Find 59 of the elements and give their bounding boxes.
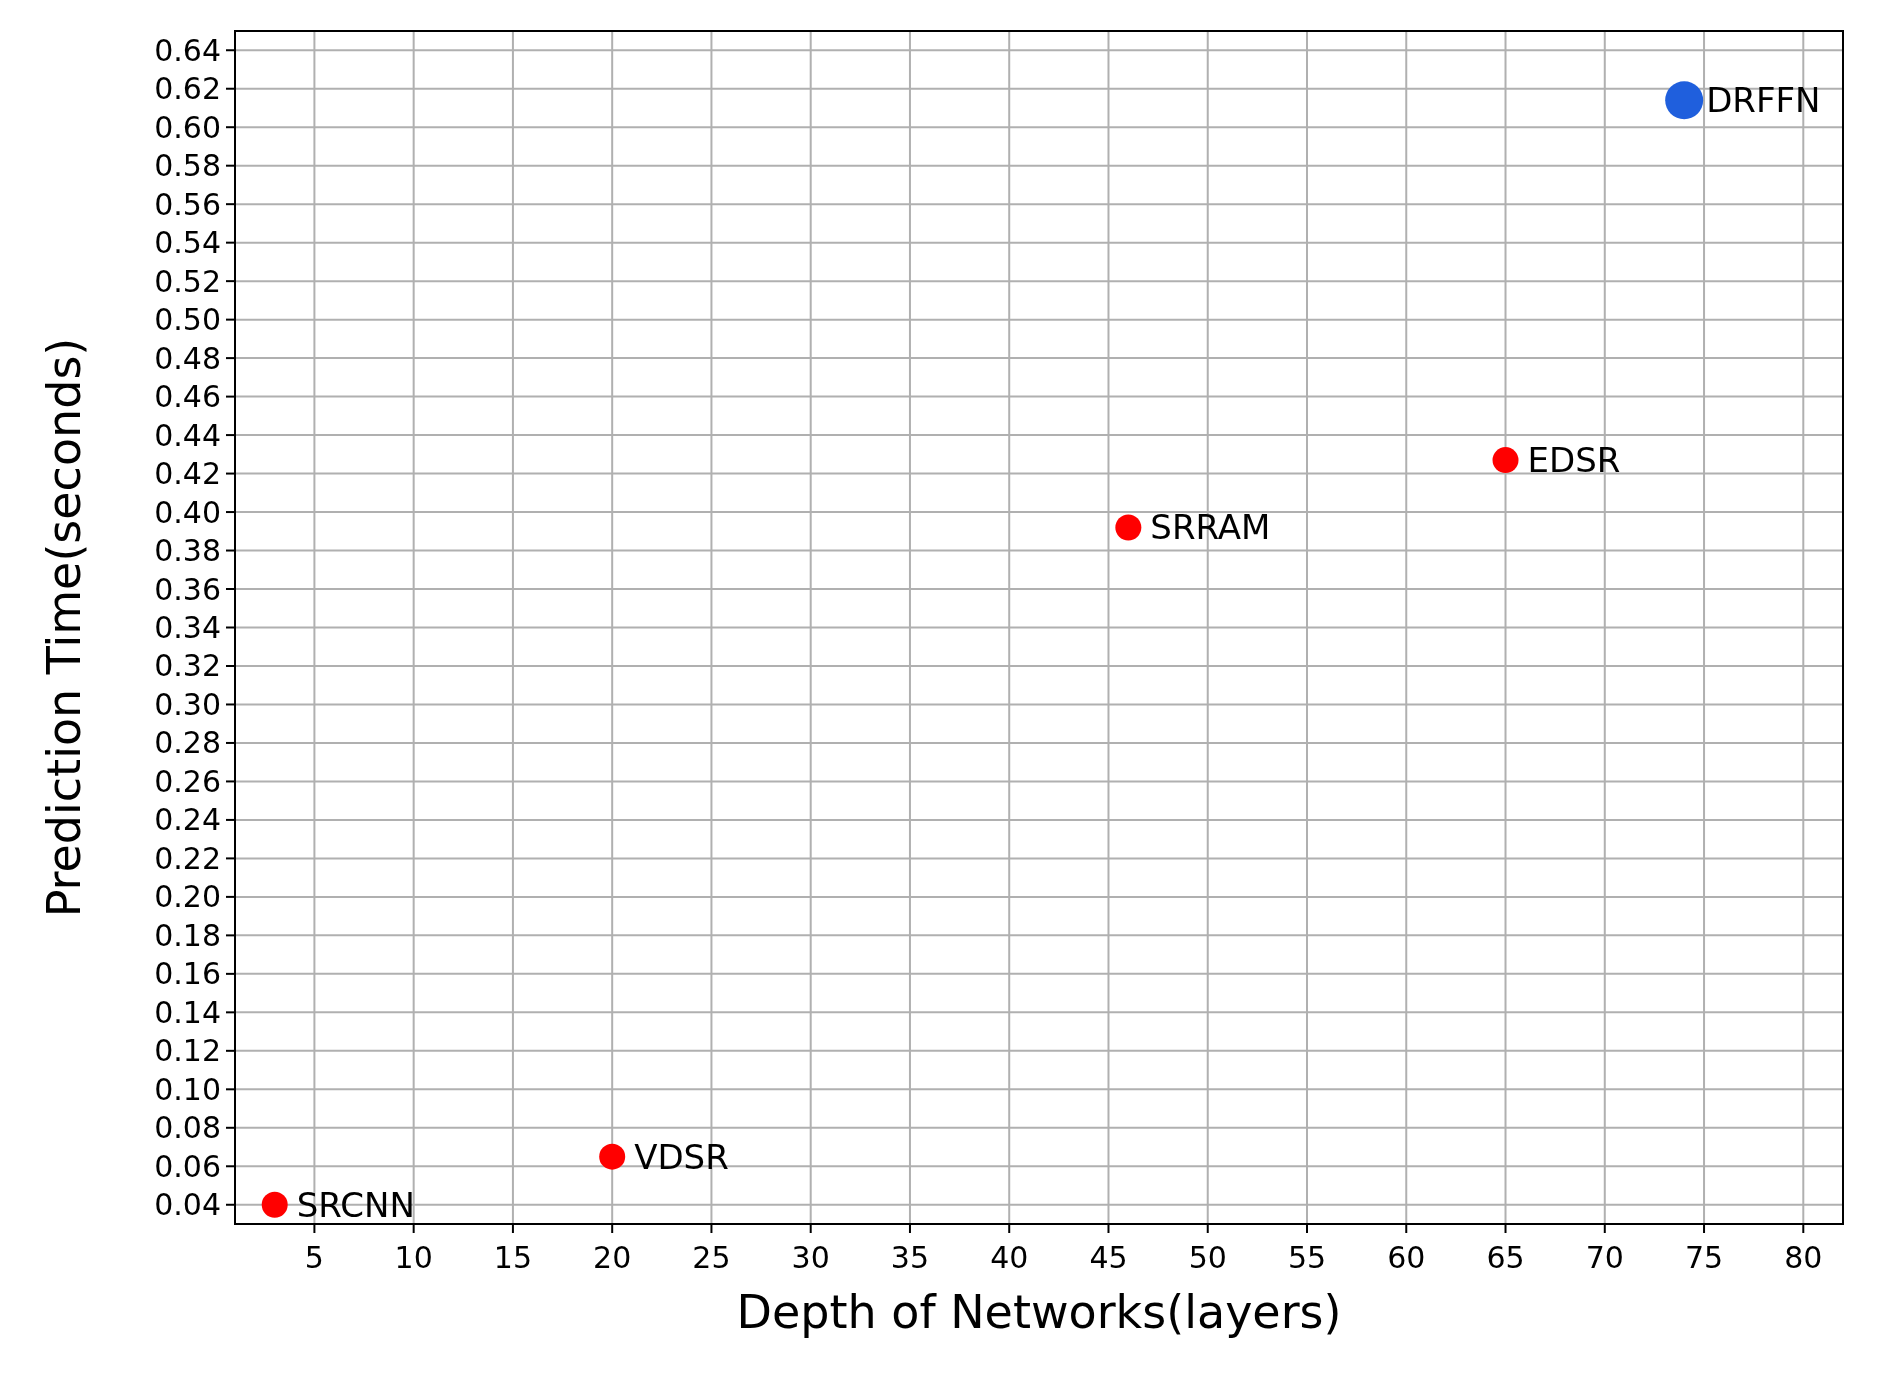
y-tick-label: 0.30	[154, 686, 221, 722]
y-tick-label: 0.08	[154, 1110, 221, 1146]
x-tick-label: 50	[1188, 1240, 1227, 1275]
y-tick-label: 0.62	[154, 71, 221, 107]
y-tick-label: 0.58	[154, 148, 221, 184]
annotation: DRFFN	[1706, 80, 1821, 121]
point	[1115, 514, 1142, 541]
y-tick-label: 0.54	[154, 225, 221, 261]
y-tick-label: 0.64	[154, 32, 221, 68]
x-tick-label: 70	[1585, 1240, 1624, 1275]
y-axis-title: Prediction Time(seconds)	[37, 337, 91, 918]
annotation: SRRAM	[1150, 507, 1271, 548]
point	[1665, 81, 1704, 120]
y-tick-label: 0.34	[154, 610, 221, 645]
x-tick-label: 30	[791, 1240, 830, 1275]
y-tick-label: 0.40	[154, 494, 221, 530]
y-tick-label: 0.04	[154, 1187, 221, 1223]
x-tick-label: 35	[890, 1240, 930, 1275]
annotation: EDSR	[1527, 440, 1621, 480]
y-tick-label: 0.50	[154, 302, 221, 338]
annotation: VDSR	[634, 1136, 729, 1177]
x-tick-label: 5	[304, 1240, 324, 1275]
y-tick-label: 0.26	[154, 763, 221, 799]
y-tick-label: 0.48	[154, 340, 221, 376]
annotation: SRCNN	[296, 1184, 415, 1225]
x-tick-label: 20	[593, 1240, 632, 1275]
x-tick-label: 40	[990, 1240, 1029, 1275]
y-tick-label: 0.42	[154, 456, 221, 492]
x-tick-label: 25	[692, 1240, 731, 1275]
x-tick-label: 75	[1684, 1240, 1724, 1275]
y-tick-label: 0.20	[154, 879, 221, 915]
y-tick-label: 0.10	[154, 1071, 221, 1107]
y-tick-label: 0.46	[154, 379, 221, 415]
x-tick-label: 45	[1089, 1240, 1128, 1275]
y-tick-label: 0.14	[154, 994, 221, 1030]
y-tick-label: 0.60	[154, 109, 221, 145]
point	[261, 1191, 288, 1218]
point	[599, 1143, 626, 1170]
x-axis-title: Depth of Networks(layers)	[736, 1285, 1342, 1339]
x-tick-label: 15	[493, 1240, 533, 1275]
y-tick-label: 0.18	[154, 917, 221, 953]
x-tick-label: 60	[1387, 1240, 1426, 1275]
x-tick-label: 10	[394, 1240, 433, 1275]
y-tick-label: 0.44	[154, 417, 221, 453]
y-tick-label: 0.52	[154, 263, 221, 299]
x-tick-label: 80	[1784, 1240, 1823, 1275]
y-tick-label: 0.12	[154, 1033, 221, 1069]
y-tick-label: 0.32	[154, 648, 221, 684]
y-tick-label: 0.06	[154, 1148, 221, 1184]
point	[1492, 447, 1519, 474]
y-tick-label: 0.28	[154, 725, 221, 761]
y-tick-label: 0.36	[154, 571, 221, 607]
x-tick-label: 65	[1486, 1240, 1525, 1275]
y-tick-label: 0.56	[154, 186, 221, 222]
y-tick-label: 0.38	[154, 533, 221, 569]
y-tick-label: 0.24	[154, 802, 221, 838]
y-tick-label: 0.22	[154, 840, 221, 876]
x-tick-label: 55	[1287, 1240, 1327, 1275]
y-tick-label: 0.16	[154, 956, 221, 992]
